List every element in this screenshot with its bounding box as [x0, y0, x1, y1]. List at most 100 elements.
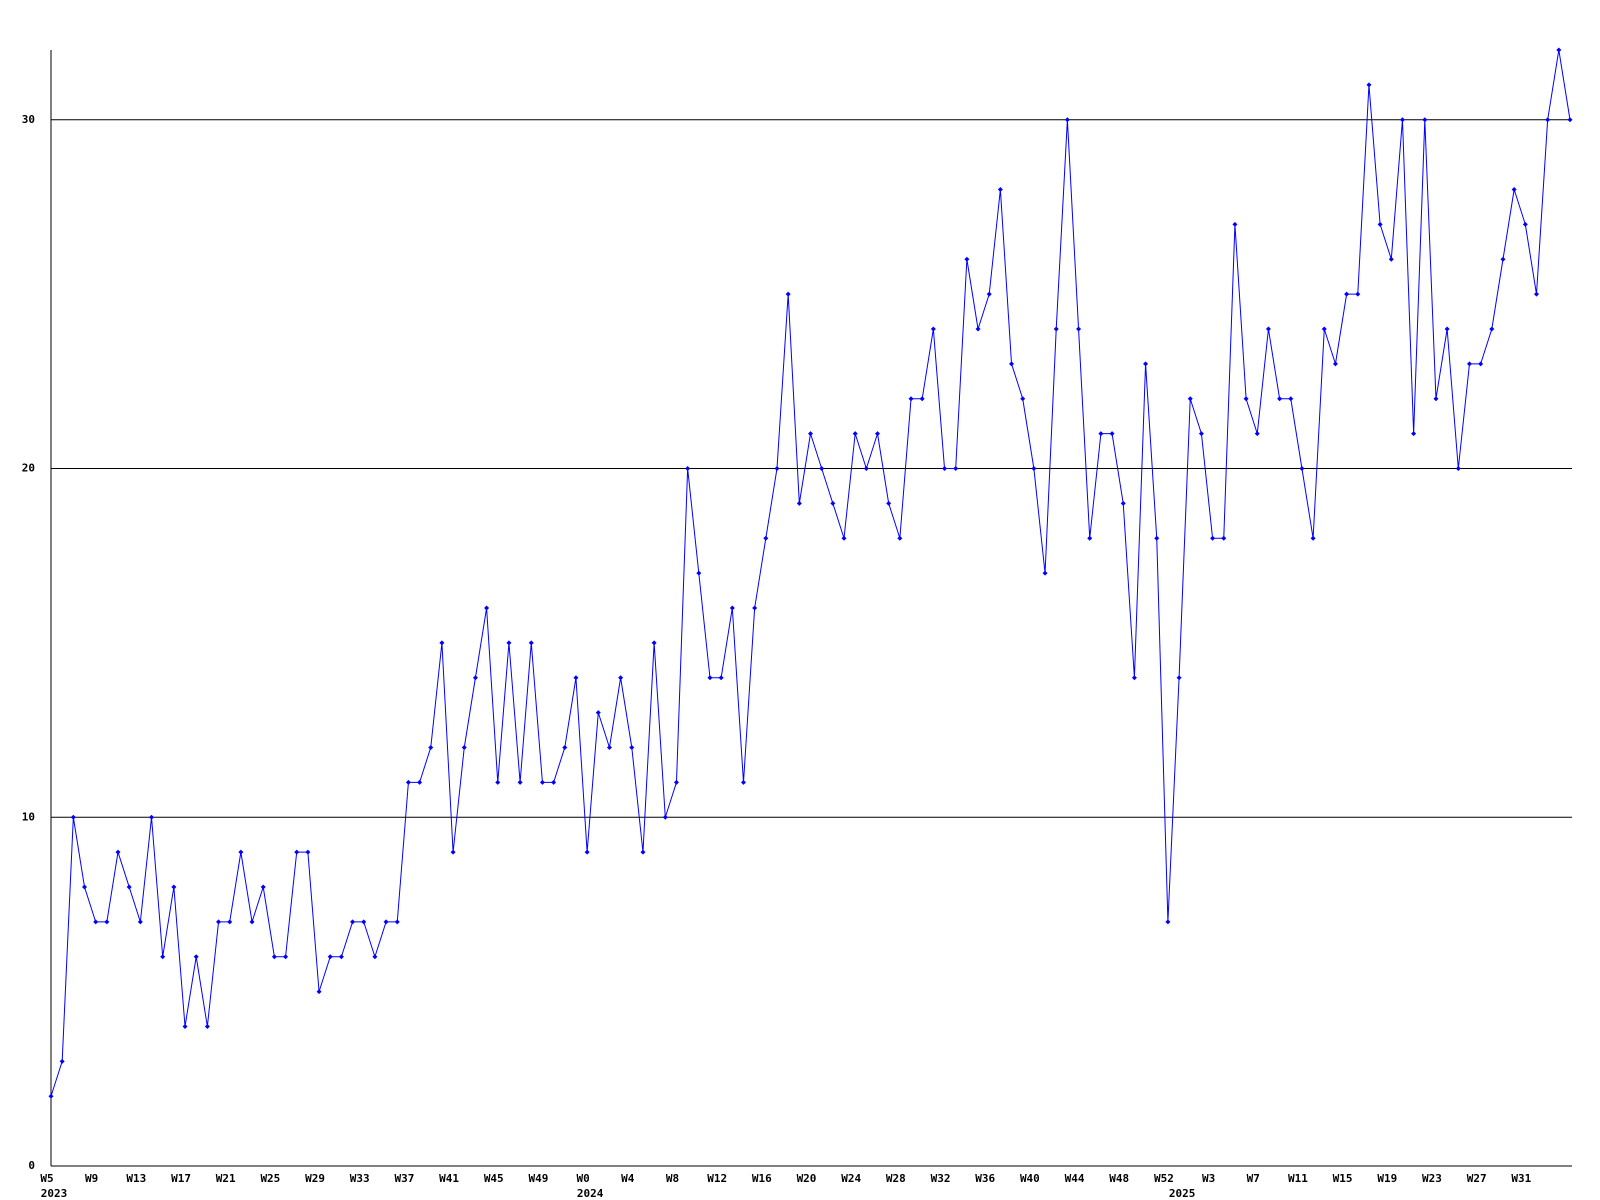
- point-marker: [1366, 82, 1372, 88]
- point-marker: [1288, 396, 1294, 402]
- point-marker: [93, 919, 99, 925]
- point-marker: [1489, 326, 1495, 332]
- point-marker: [1120, 500, 1126, 506]
- x-tick-label: W17: [171, 1172, 191, 1185]
- point-marker: [316, 989, 322, 995]
- point-marker: [495, 779, 501, 785]
- x-tick-label: W11: [1288, 1172, 1308, 1185]
- point-marker: [897, 535, 903, 541]
- x-tick-label: W27: [1467, 1172, 1487, 1185]
- point-marker: [1321, 326, 1327, 332]
- point-marker: [1154, 535, 1160, 541]
- x-tick-label: W29: [305, 1172, 325, 1185]
- point-marker: [562, 745, 568, 750]
- point-marker: [808, 431, 813, 437]
- point-marker: [852, 431, 858, 437]
- point-marker: [584, 849, 590, 855]
- x-tick-label: W21: [216, 1172, 236, 1185]
- point-marker: [1265, 326, 1271, 332]
- x-tick-label: W28: [886, 1172, 906, 1185]
- x-tick-label: W8: [666, 1172, 679, 1185]
- point-marker: [59, 1058, 65, 1064]
- point-marker: [204, 1024, 210, 1029]
- x-tick-label: W49: [529, 1172, 549, 1185]
- point-marker: [942, 466, 948, 471]
- point-marker: [305, 849, 311, 855]
- point-marker: [506, 640, 512, 646]
- point-marker: [1399, 117, 1405, 123]
- point-marker: [1254, 431, 1260, 437]
- x-tick-label: W9: [85, 1172, 98, 1185]
- point-marker: [1232, 221, 1238, 227]
- x-tick-label: W40: [1020, 1172, 1040, 1185]
- point-marker: [919, 396, 925, 402]
- point-marker: [1064, 117, 1070, 123]
- point-marker: [383, 919, 389, 925]
- x-tick-label: W33: [350, 1172, 370, 1185]
- y-tick-label: 0: [28, 1159, 35, 1172]
- point-marker: [249, 919, 255, 925]
- x-tick-label: W20: [797, 1172, 817, 1185]
- point-marker: [1355, 291, 1361, 297]
- point-marker: [417, 779, 423, 785]
- point-marker: [327, 954, 333, 960]
- x-tick-label: W12: [707, 1172, 727, 1185]
- point-marker: [394, 919, 400, 925]
- point-marker: [82, 884, 88, 890]
- x-tick-label: W32: [931, 1172, 951, 1185]
- point-marker: [126, 884, 132, 890]
- point-marker: [137, 919, 143, 925]
- y-tick-label: 30: [22, 113, 35, 126]
- point-marker: [1388, 256, 1394, 262]
- point-marker: [1143, 361, 1149, 367]
- point-marker: [539, 779, 545, 785]
- point-marker: [1500, 256, 1506, 262]
- point-marker: [930, 326, 936, 332]
- point-marker: [294, 849, 300, 855]
- point-marker: [283, 954, 289, 960]
- point-marker: [160, 954, 166, 960]
- point-marker: [1053, 326, 1059, 332]
- point-marker: [1221, 535, 1227, 541]
- point-marker: [573, 675, 579, 681]
- point-marker: [428, 745, 434, 750]
- point-marker: [1020, 396, 1026, 402]
- point-marker: [1210, 535, 1216, 541]
- point-marker: [863, 466, 869, 471]
- point-marker: [1198, 431, 1204, 437]
- point-marker: [1098, 431, 1104, 437]
- point-marker: [696, 570, 702, 576]
- point-marker: [372, 954, 378, 960]
- point-marker: [1009, 361, 1015, 367]
- point-marker: [830, 500, 836, 506]
- x-year-label: 2025: [1169, 1187, 1196, 1200]
- point-marker: [986, 291, 992, 297]
- point-marker: [350, 919, 356, 925]
- x-tick-label: W16: [752, 1172, 772, 1185]
- point-marker: [1131, 675, 1137, 681]
- x-year-label: 2024: [577, 1187, 604, 1200]
- point-marker: [908, 396, 914, 402]
- point-marker: [997, 187, 1003, 192]
- x-tick-label: W3: [1202, 1172, 1215, 1185]
- point-marker: [48, 1093, 54, 1099]
- point-marker: [171, 884, 177, 890]
- point-marker: [405, 779, 411, 785]
- point-marker: [450, 849, 456, 855]
- point-marker: [774, 466, 780, 471]
- point-marker: [964, 256, 970, 262]
- point-marker: [1277, 396, 1283, 402]
- x-tick-label: W31: [1511, 1172, 1531, 1185]
- point-marker: [517, 779, 523, 785]
- point-marker: [1243, 396, 1249, 402]
- point-marker: [361, 919, 367, 925]
- point-marker: [685, 466, 691, 471]
- point-marker: [461, 745, 467, 750]
- x-tick-label: W44: [1065, 1172, 1085, 1185]
- point-marker: [1411, 431, 1417, 437]
- point-marker: [238, 849, 244, 855]
- point-marker: [149, 814, 155, 820]
- point-marker: [1422, 117, 1428, 123]
- x-tick-label: W48: [1109, 1172, 1129, 1185]
- point-marker: [1533, 291, 1539, 297]
